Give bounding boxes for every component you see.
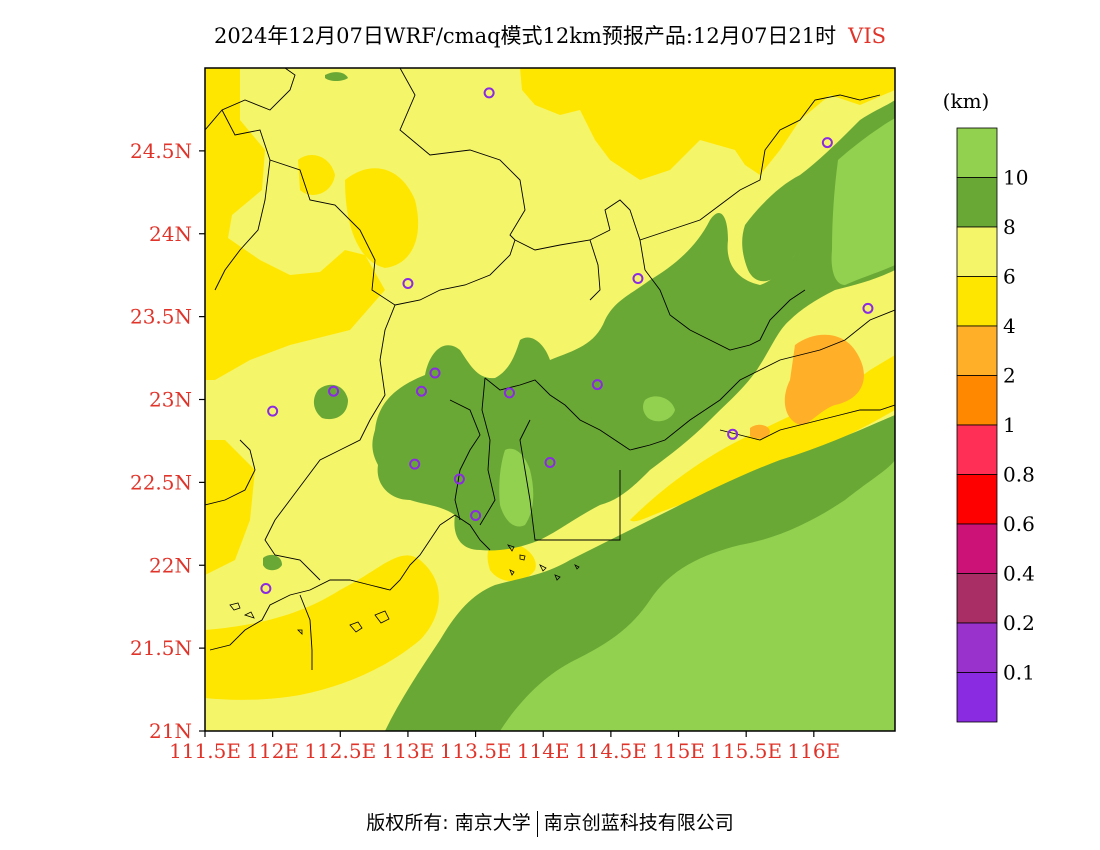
islands bbox=[229, 544, 580, 635]
footer-separator bbox=[536, 810, 538, 837]
vis-8-10-spot-3 bbox=[325, 72, 348, 81]
lat-tick-label: 21N bbox=[149, 719, 192, 743]
station-marker bbox=[453, 473, 465, 485]
lat-tick-label: 22.5N bbox=[130, 470, 192, 494]
lon-tick-label: 115E bbox=[652, 739, 705, 763]
lon-tick-label: 115.5E bbox=[710, 739, 782, 763]
boundary-lines bbox=[205, 68, 895, 670]
copyright-footer: 版权所有: 南京大学 南京创蓝科技有限公司 bbox=[0, 808, 1100, 837]
lat-tick-label: 24N bbox=[149, 222, 192, 246]
lon-tick-label: 112E bbox=[246, 739, 299, 763]
station-marker bbox=[503, 387, 515, 399]
colorbar-label: 4 bbox=[1003, 314, 1016, 338]
title-text: 2024年12月07日WRF/cmaq模式12km预报产品:12月07日21时 bbox=[213, 24, 837, 48]
colorbar-label: 0.8 bbox=[1003, 463, 1035, 487]
vis-8-10-spot-2 bbox=[263, 554, 282, 571]
vis-gt10-east bbox=[831, 118, 895, 285]
station-marker bbox=[409, 458, 421, 470]
footer-left: 版权所有: 南京大学 bbox=[366, 812, 531, 834]
colorbar-label: 0.4 bbox=[1003, 562, 1035, 586]
colorbar-unit: (km) bbox=[943, 89, 990, 113]
lat-tick-label: 24.5N bbox=[130, 139, 192, 163]
footer-right: 南京创蓝科技有限公司 bbox=[543, 812, 734, 834]
station-marker bbox=[821, 137, 833, 149]
colorbar-label: 10 bbox=[1003, 166, 1028, 190]
lon-tick-label: 113E bbox=[382, 739, 435, 763]
lon-tick-label: 116E bbox=[787, 739, 840, 763]
colorbar-label: 1 bbox=[1003, 413, 1016, 437]
latitude-axis: 24.5N 24N 23.5N 23N 22.5N 22N 21.5N 21N bbox=[130, 139, 205, 743]
vis-4-6-west-middle bbox=[205, 440, 255, 575]
vis-4-6-south-center bbox=[487, 540, 536, 582]
colorbar-swatch bbox=[956, 325, 998, 376]
vis-4-6-west-small bbox=[298, 155, 335, 195]
station-markers bbox=[260, 87, 874, 594]
colorbar-label: 0.2 bbox=[1003, 611, 1035, 635]
station-marker bbox=[470, 510, 482, 522]
colorbar-swatch bbox=[956, 573, 998, 624]
colorbar-label: 8 bbox=[1003, 215, 1016, 239]
station-marker bbox=[328, 385, 340, 397]
colorbar: 10 8 6 4 2 1 0.8 0.6 0.4 0.2 0.1 bbox=[956, 127, 1035, 723]
colorbar-swatch bbox=[956, 375, 998, 426]
vis-4-6-southwest bbox=[205, 555, 439, 700]
station-marker bbox=[267, 405, 279, 417]
colorbar-label: 0.1 bbox=[1003, 661, 1035, 685]
lon-tick-label: 112.5E bbox=[304, 739, 376, 763]
station-marker bbox=[862, 302, 874, 314]
lat-tick-label: 21.5N bbox=[130, 636, 192, 660]
station-marker bbox=[591, 379, 603, 391]
lat-tick-label: 23N bbox=[149, 388, 192, 412]
vis-8-10-pearl-river-delta bbox=[372, 130, 895, 551]
vis-2-4-east bbox=[784, 334, 864, 425]
lat-tick-label: 22N bbox=[149, 553, 192, 577]
vis-8-10-west-spot bbox=[313, 384, 348, 420]
lon-tick-label: 114E bbox=[517, 739, 570, 763]
lon-tick-label: 114.5E bbox=[575, 739, 647, 763]
colorbar-swatch bbox=[956, 523, 998, 574]
colorbar-swatch bbox=[956, 177, 998, 228]
colorbar-swatch bbox=[956, 276, 998, 327]
vis-4-6-northeast bbox=[520, 68, 895, 180]
station-marker bbox=[483, 87, 495, 99]
vis-2-4-east-small bbox=[750, 424, 770, 439]
colorbar-swatch bbox=[956, 622, 998, 673]
lon-tick-label: 113.5E bbox=[440, 739, 512, 763]
colorbar-swatch bbox=[956, 672, 998, 723]
lon-tick-label: 111.5E bbox=[169, 739, 241, 763]
vis-4-6-northwest-2 bbox=[345, 168, 419, 268]
station-marker bbox=[632, 273, 644, 285]
station-marker bbox=[260, 582, 272, 594]
vis-gt10-small bbox=[643, 396, 675, 422]
colorbar-swatch bbox=[956, 127, 998, 178]
lat-tick-label: 23.5N bbox=[130, 305, 192, 329]
station-marker bbox=[429, 367, 441, 379]
colorbar-swatch bbox=[956, 474, 998, 525]
colorbar-swatch bbox=[956, 424, 998, 475]
station-marker bbox=[415, 385, 427, 397]
visibility-field bbox=[205, 68, 895, 731]
station-marker bbox=[544, 456, 556, 468]
colorbar-swatch bbox=[956, 226, 998, 277]
map-title: 2024年12月07日WRF/cmaq模式12km预报产品:12月07日21时 V… bbox=[0, 20, 1100, 50]
colorbar-label: 2 bbox=[1003, 364, 1016, 388]
vis-4-6-northwest bbox=[205, 68, 385, 380]
vis-gt10-south-sea bbox=[500, 460, 895, 731]
colorbar-label: 0.6 bbox=[1003, 512, 1035, 536]
station-marker bbox=[727, 428, 739, 440]
colorbar-label: 6 bbox=[1003, 265, 1016, 289]
station-marker bbox=[402, 277, 414, 289]
title-variable: VIS bbox=[848, 24, 887, 48]
longitude-axis: 111.5E 112E 112.5E 113E 113.5E 114E 114.5E 115E… bbox=[169, 731, 840, 763]
